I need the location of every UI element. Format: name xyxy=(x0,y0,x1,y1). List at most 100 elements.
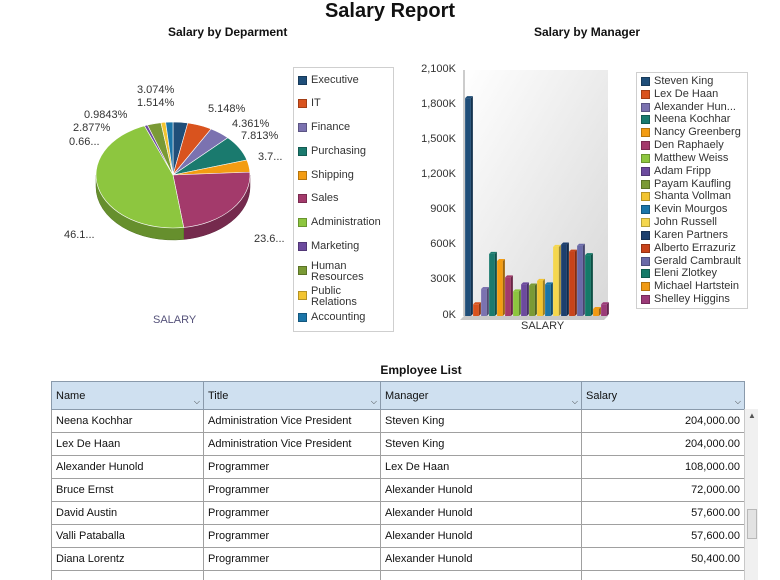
legend-swatch xyxy=(298,123,307,132)
legend-swatch xyxy=(641,90,650,99)
bar-top xyxy=(505,275,513,278)
column-header-salary[interactable]: Salary ⌵ xyxy=(581,381,745,410)
legend-label: Marketing xyxy=(311,240,360,252)
legend-item-administration[interactable]: Administration xyxy=(298,217,381,228)
legend-item-karen-partners[interactable]: Karen Partners xyxy=(641,230,728,241)
legend-label: Lex De Haan xyxy=(654,88,719,100)
table-row[interactable]: Alexander Hunold Programmer Lex De Haan … xyxy=(51,455,745,479)
chevron-down-icon[interactable]: ⌵ xyxy=(193,397,200,406)
bar-top xyxy=(601,302,609,305)
bar-alberto-errazuriz xyxy=(569,251,575,316)
legend-swatch xyxy=(641,103,650,112)
column-header-manager[interactable]: Manager ⌵ xyxy=(380,381,582,410)
employee-table: Name ⌵ Title ⌵ Manager ⌵ Salary ⌵ Neena Koch… xyxy=(51,381,745,580)
bar-neena-kochhar xyxy=(489,253,495,316)
table-row[interactable]: Valli Pataballa Programmer Alexander Hun… xyxy=(51,524,745,548)
cell-title: Programmer xyxy=(203,501,381,525)
table-row[interactable]: Neena Kochhar Administration Vice Presid… xyxy=(51,409,745,433)
bar-top xyxy=(537,278,545,281)
legend-item-executive[interactable]: Executive xyxy=(298,75,359,86)
legend-item-shanta-vollman[interactable]: Shanta Vollman xyxy=(641,191,731,202)
chevron-down-icon[interactable]: ⌵ xyxy=(571,397,578,406)
table-scrollbar[interactable]: ▲ xyxy=(744,409,758,580)
legend-item-michael-hartstein[interactable]: Michael Hartstein xyxy=(641,281,739,292)
scrollbar-thumb[interactable] xyxy=(747,509,757,539)
bar-top xyxy=(585,253,593,256)
chevron-down-icon[interactable]: ⌵ xyxy=(370,397,377,406)
cell-manager: Alexander Hunold xyxy=(380,501,582,525)
legend-swatch xyxy=(298,291,307,300)
legend-item-shelley-higgins[interactable]: Shelley Higgins xyxy=(641,294,730,305)
legend-item-john-russell[interactable]: John Russell xyxy=(641,217,717,228)
legend-label: Sales xyxy=(311,192,339,204)
bar-side xyxy=(478,302,481,316)
legend-item-accounting[interactable]: Accounting xyxy=(298,312,365,323)
legend-label: Shelley Higgins xyxy=(654,293,730,305)
bar-chart-svg[interactable] xyxy=(408,60,628,340)
legend-item-adam-fripp[interactable]: Adam Fripp xyxy=(641,166,711,177)
legend-item-finance[interactable]: Finance xyxy=(298,122,350,133)
legend-item-sales[interactable]: Sales xyxy=(298,193,339,204)
legend-item-purchasing[interactable]: Purchasing xyxy=(298,146,366,157)
cell-name: Bruce Ernst xyxy=(51,478,204,502)
cell-name: Diana Lorentz xyxy=(51,547,204,571)
cell-manager: Steven King xyxy=(380,432,582,456)
legend-item-shipping[interactable]: Shipping xyxy=(298,170,354,181)
pie-chart[interactable] xyxy=(50,60,300,340)
legend-item-lex-de-haan[interactable]: Lex De Haan xyxy=(641,89,718,100)
pie-axis-label: SALARY xyxy=(153,314,197,326)
legend-swatch xyxy=(298,194,307,203)
legend-label: Gerald Cambrault xyxy=(654,255,741,267)
employee-list-title: Employee List xyxy=(380,363,462,377)
legend-swatch xyxy=(641,218,650,227)
legend-swatch xyxy=(641,77,650,86)
legend-item-nancy-greenberg[interactable]: Nancy Greenberg xyxy=(641,127,741,138)
bar-top xyxy=(577,243,585,246)
legend-item-neena-kochhar[interactable]: Neena Kochhar xyxy=(641,114,730,125)
cell-manager: Alexander Hunold xyxy=(380,524,582,548)
legend-item-gerald-cambrault[interactable]: Gerald Cambrault xyxy=(641,256,741,267)
legend-item-matthew-weiss[interactable]: Matthew Weiss xyxy=(641,153,728,164)
legend-item-eleni-zlotkey[interactable]: Eleni Zlotkey xyxy=(641,268,717,279)
legend-item-marketing[interactable]: Marketing xyxy=(298,241,359,252)
cell-title: Programmer xyxy=(203,478,381,502)
chevron-down-icon[interactable]: ⌵ xyxy=(734,397,741,406)
table-row[interactable]: Diana Lorentz Programmer Alexander Hunol… xyxy=(51,547,745,571)
legend-label: Karen Partners xyxy=(654,229,728,241)
bar-chart[interactable]: 2,100K 1,800K 1,500K 1,200K 900K 600K 30… xyxy=(408,60,628,340)
legend-item-alberto-errazuriz[interactable]: Alberto Errazuriz xyxy=(641,243,736,254)
scroll-up-icon[interactable]: ▲ xyxy=(748,411,756,420)
bar-side xyxy=(566,242,569,316)
legend-item-kevin-mourgos[interactable]: Kevin Mourgos xyxy=(641,204,727,215)
legend-swatch xyxy=(641,141,650,150)
table-row[interactable] xyxy=(51,570,745,580)
legend-item-it[interactable]: IT xyxy=(298,98,321,109)
cell-salary: 57,600.00 xyxy=(581,524,745,548)
legend-label: John Russell xyxy=(654,216,717,228)
pie-chart-svg[interactable] xyxy=(50,60,300,340)
column-header-title[interactable]: Title ⌵ xyxy=(203,381,381,410)
legend-label: Alberto Errazuriz xyxy=(654,242,736,254)
legend-label: Adam Fripp xyxy=(654,165,711,177)
bar-top xyxy=(473,302,481,305)
legend-item-public-relations[interactable]: Public Relations xyxy=(298,286,376,308)
legend-item-alexander-hunold[interactable]: Alexander Hun... xyxy=(641,102,736,113)
bar-eleni-zlotkey xyxy=(585,255,591,316)
bar-michael-hartstein xyxy=(593,308,599,316)
cell-title: Administration Vice President xyxy=(203,409,381,433)
legend-item-steven-king[interactable]: Steven King xyxy=(641,76,713,87)
table-row[interactable]: David Austin Programmer Alexander Hunold… xyxy=(51,501,745,525)
table-row[interactable]: Bruce Ernst Programmer Alexander Hunold … xyxy=(51,478,745,502)
bar-side xyxy=(502,258,505,316)
legend-label: Shipping xyxy=(311,169,354,181)
bar-alexander-hun- xyxy=(481,289,487,316)
legend-label: Alexander Hun... xyxy=(654,101,736,113)
legend-item-payam-kaufling[interactable]: Payam Kaufling xyxy=(641,179,731,190)
table-header-row: Name ⌵ Title ⌵ Manager ⌵ Salary ⌵ xyxy=(51,381,745,410)
pie-label-purchasing: 7.813% xyxy=(241,130,279,142)
legend-swatch xyxy=(641,282,650,291)
legend-item-den-raphaely[interactable]: Den Raphaely xyxy=(641,140,724,151)
table-row[interactable]: Lex De Haan Administration Vice Presiden… xyxy=(51,432,745,456)
legend-item-human-resources[interactable]: Human Resources xyxy=(298,261,376,283)
column-header-name[interactable]: Name ⌵ xyxy=(51,381,204,410)
